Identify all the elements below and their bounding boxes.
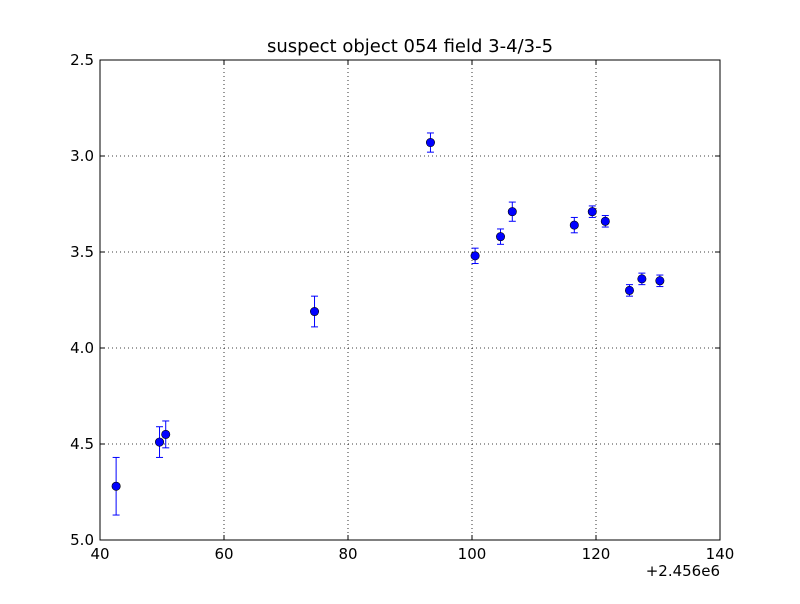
data-point: [587, 207, 597, 217]
data-point: [161, 429, 171, 439]
y-tick-label: 3.5: [70, 243, 94, 261]
y-tick-label: 3.0: [70, 147, 94, 165]
data-point: [470, 251, 480, 261]
data-point: [655, 276, 665, 286]
y-tick-label: 5.0: [70, 531, 94, 549]
x-tick-label: 120: [582, 545, 611, 563]
data-point: [496, 232, 506, 242]
data-point: [569, 220, 579, 230]
grid-lines: [100, 60, 720, 540]
x-tick-label: 60: [214, 545, 233, 563]
data-point: [637, 274, 647, 284]
x-tick-label: 80: [338, 545, 357, 563]
y-tick-label: 4.0: [70, 339, 94, 357]
data-point: [507, 207, 517, 217]
data-point: [425, 138, 435, 148]
chart-title: suspect object 054 field 3-4/3-5: [267, 36, 553, 57]
axis-ticks: 40 60 80 100 120 140 2.5 3.0 3.5 4.0 4.5 5.0: [70, 51, 734, 563]
y-tick-label: 4.5: [70, 435, 94, 453]
y-tick-label: 2.5: [70, 51, 94, 69]
data-point: [600, 216, 610, 226]
data-point: [624, 285, 634, 295]
plot-frame: [99, 59, 721, 541]
x-tick-label: 100: [458, 545, 487, 563]
data-point: [111, 481, 121, 491]
x-axis-offset-label: +2.456e6: [646, 562, 720, 580]
x-tick-label: 40: [90, 545, 109, 563]
data-point: [310, 307, 320, 317]
x-tick-label: 140: [706, 545, 735, 563]
data-point: [155, 437, 165, 447]
data-points: [111, 132, 665, 516]
